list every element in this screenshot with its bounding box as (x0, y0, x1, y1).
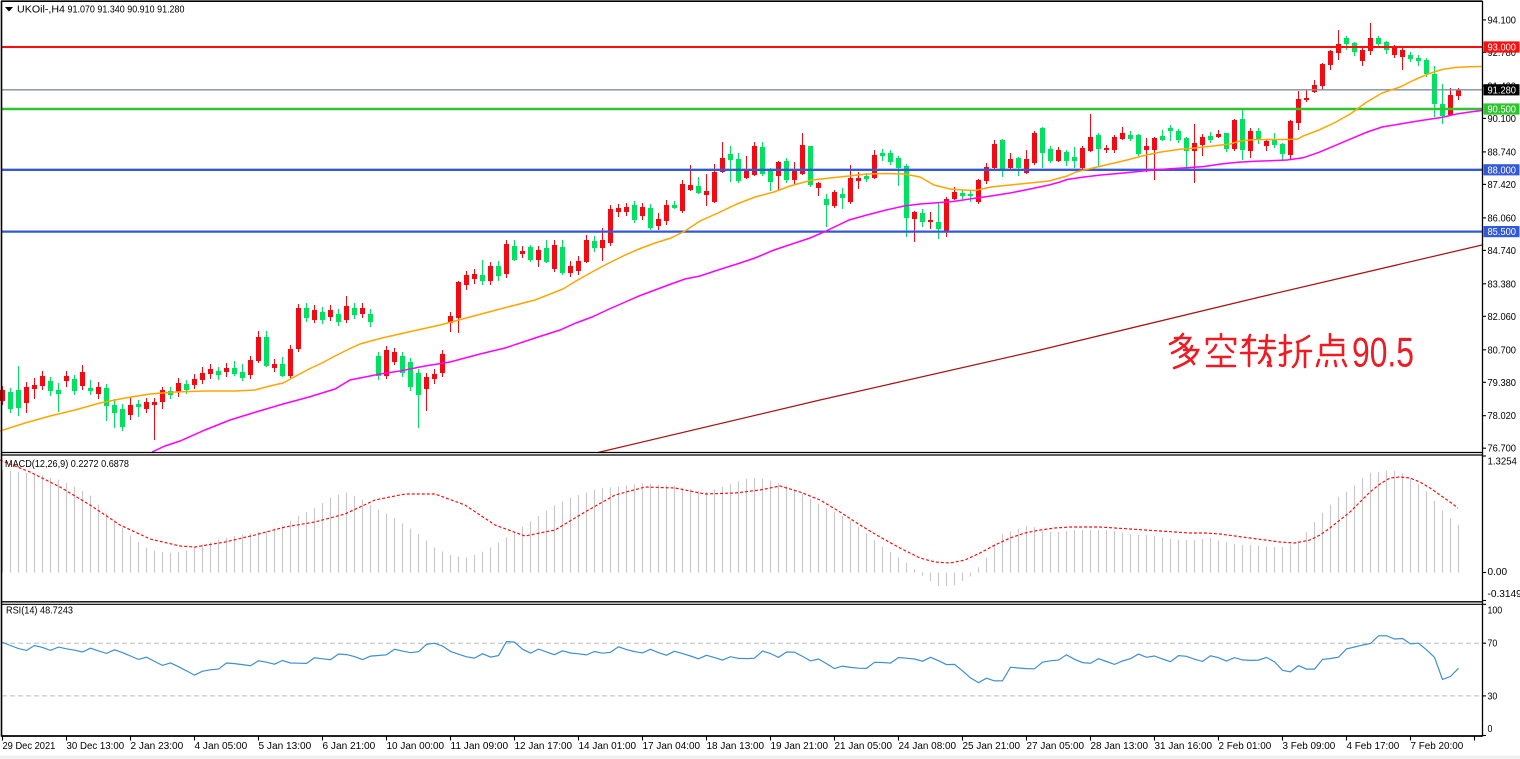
svg-text:84.740: 84.740 (1488, 245, 1517, 257)
svg-text:88.000: 88.000 (1488, 164, 1517, 176)
svg-text:30: 30 (1488, 690, 1498, 702)
svg-text:93.000: 93.000 (1488, 42, 1517, 54)
svg-text:90.100: 90.100 (1488, 113, 1517, 125)
svg-text:17 Jan 04:00: 17 Jan 04:00 (643, 740, 701, 752)
svg-text:91.280: 91.280 (1488, 84, 1517, 96)
svg-text:27 Jan 05:00: 27 Jan 05:00 (1027, 740, 1085, 752)
svg-text:90.5: 90.5 (1352, 329, 1414, 376)
svg-text:76.700: 76.700 (1488, 443, 1517, 455)
svg-text:29 Dec 2021: 29 Dec 2021 (3, 740, 56, 752)
svg-text:28 Jan 13:00: 28 Jan 13:00 (1091, 740, 1149, 752)
svg-text:3 Feb 09:00: 3 Feb 09:00 (1283, 740, 1336, 752)
svg-text:-0.3149: -0.3149 (1488, 588, 1520, 600)
svg-text:19 Jan 21:00: 19 Jan 21:00 (771, 740, 829, 752)
svg-text:5 Jan 13:00: 5 Jan 13:00 (259, 740, 312, 752)
svg-text:7 Feb 20:00: 7 Feb 20:00 (1411, 740, 1464, 752)
svg-text:88.740: 88.740 (1488, 146, 1517, 158)
svg-text:85.500: 85.500 (1488, 226, 1517, 238)
svg-text:91.070 91.340 90.910 91.280: 91.070 91.340 90.910 91.280 (68, 3, 185, 15)
svg-text:UKOil-,H4: UKOil-,H4 (17, 3, 65, 15)
svg-text:2 Feb 01:00: 2 Feb 01:00 (1219, 740, 1272, 752)
svg-text:21 Jan 05:00: 21 Jan 05:00 (835, 740, 893, 752)
svg-text:30 Dec 13:00: 30 Dec 13:00 (67, 740, 125, 752)
svg-text:79.380: 79.380 (1488, 377, 1517, 389)
svg-text:86.060: 86.060 (1488, 212, 1517, 224)
svg-text:87.420: 87.420 (1488, 179, 1517, 191)
svg-text:0.00: 0.00 (1488, 566, 1508, 578)
svg-text:6 Jan 21:00: 6 Jan 21:00 (323, 740, 376, 752)
svg-text:82.060: 82.060 (1488, 311, 1517, 323)
svg-text:1.3254: 1.3254 (1488, 456, 1518, 468)
svg-text:18 Jan 13:00: 18 Jan 13:00 (707, 740, 765, 752)
svg-text:94.100: 94.100 (1488, 14, 1517, 26)
svg-text:MACD(12,26,9) 0.2272 0.6878: MACD(12,26,9) 0.2272 0.6878 (5, 458, 129, 470)
svg-text:10 Jan 00:00: 10 Jan 00:00 (387, 740, 445, 752)
svg-text:24 Jan 08:00: 24 Jan 08:00 (899, 740, 957, 752)
svg-text:80.700: 80.700 (1488, 344, 1517, 356)
svg-text:70: 70 (1488, 638, 1498, 650)
svg-text:31 Jan 16:00: 31 Jan 16:00 (1155, 740, 1213, 752)
svg-text:4 Feb 17:00: 4 Feb 17:00 (1347, 740, 1400, 752)
svg-text:25 Jan 21:00: 25 Jan 21:00 (963, 740, 1021, 752)
svg-text:0: 0 (1488, 723, 1493, 735)
svg-text:RSI(14) 48.7243: RSI(14) 48.7243 (6, 605, 73, 617)
svg-text:14 Jan 01:00: 14 Jan 01:00 (579, 740, 637, 752)
svg-text:78.020: 78.020 (1488, 410, 1517, 422)
svg-text:4 Jan 05:00: 4 Jan 05:00 (195, 740, 248, 752)
svg-text:11 Jan 09:00: 11 Jan 09:00 (451, 740, 509, 752)
svg-text:83.380: 83.380 (1488, 278, 1517, 290)
svg-text:100: 100 (1488, 605, 1503, 617)
svg-text:90.500: 90.500 (1488, 104, 1517, 116)
svg-text:12 Jan 17:00: 12 Jan 17:00 (515, 740, 573, 752)
svg-text:2 Jan 23:00: 2 Jan 23:00 (131, 740, 184, 752)
